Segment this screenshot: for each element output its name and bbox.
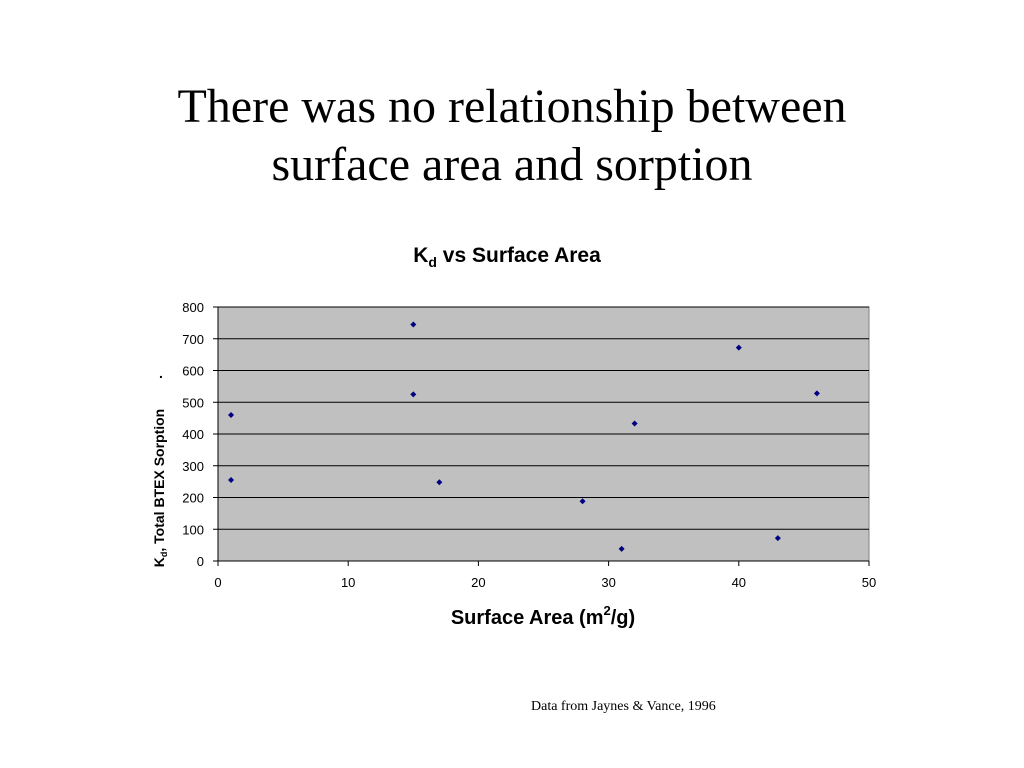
x-axis-label-rest: /g) [611, 607, 635, 629]
y-tick-label: 500 [182, 395, 204, 410]
x-tick-label: 10 [341, 575, 355, 590]
chart-title-subscript: d [428, 254, 437, 270]
x-axis-label: Surface Area (m2/g) [451, 603, 635, 629]
y-axis-label: Kd, Total BTEX Sorption [151, 409, 169, 567]
data-point [228, 477, 235, 484]
y-tick-label: 800 [182, 300, 204, 315]
y-tick-label: 400 [182, 427, 204, 442]
y-axis-label-k: K [151, 557, 167, 567]
data-point [631, 420, 638, 427]
stray-dot: . [159, 365, 163, 381]
data-point [735, 344, 742, 351]
data-point [410, 321, 417, 328]
chart-title-rest: vs Surface Area [437, 244, 601, 267]
x-axis-label-main: Surface Area (m [451, 607, 604, 629]
gridlines [218, 306, 869, 530]
x-tick-label: 50 [862, 575, 876, 590]
data-point [436, 479, 443, 486]
y-tick-label: 700 [182, 332, 204, 347]
slide-title-line-1: There was no relationship between [177, 80, 847, 133]
x-tick-label: 30 [601, 575, 615, 590]
y-tick-labels: 0 100 200 300 400 500 600 700 800 [182, 300, 218, 569]
data-point [228, 411, 235, 418]
y-axis-label-rest: , Total BTEX Sorption [151, 409, 167, 552]
y-tick-label: 300 [182, 459, 204, 474]
x-tick-label: 20 [471, 575, 485, 590]
data-point [618, 545, 625, 552]
slide-title: There was no relationship between surfac… [0, 78, 1024, 194]
data-point [579, 498, 586, 505]
y-tick-label: 100 [182, 522, 204, 537]
y-tick-label: 200 [182, 491, 204, 506]
slide-title-line-2: surface area and sorption [271, 138, 753, 191]
y-tick-label: 0 [197, 554, 204, 569]
source-footnote: Data from Jaynes & Vance, 1996 [531, 699, 716, 714]
x-tick-labels: 0 10 20 30 40 50 [214, 561, 876, 590]
y-tick-label: 600 [182, 364, 204, 379]
x-axis-label-superscript: 2 [603, 603, 610, 618]
chart-title-k: K [413, 244, 428, 267]
x-tick-label: 0 [214, 575, 221, 590]
chart-title: Kd vs Surface Area [413, 244, 601, 270]
data-point [813, 390, 820, 397]
x-tick-label: 40 [732, 575, 746, 590]
data-point [774, 535, 781, 542]
y-axis-label-subscript: d [159, 552, 169, 558]
data-point [410, 391, 417, 398]
data-points [228, 321, 820, 552]
